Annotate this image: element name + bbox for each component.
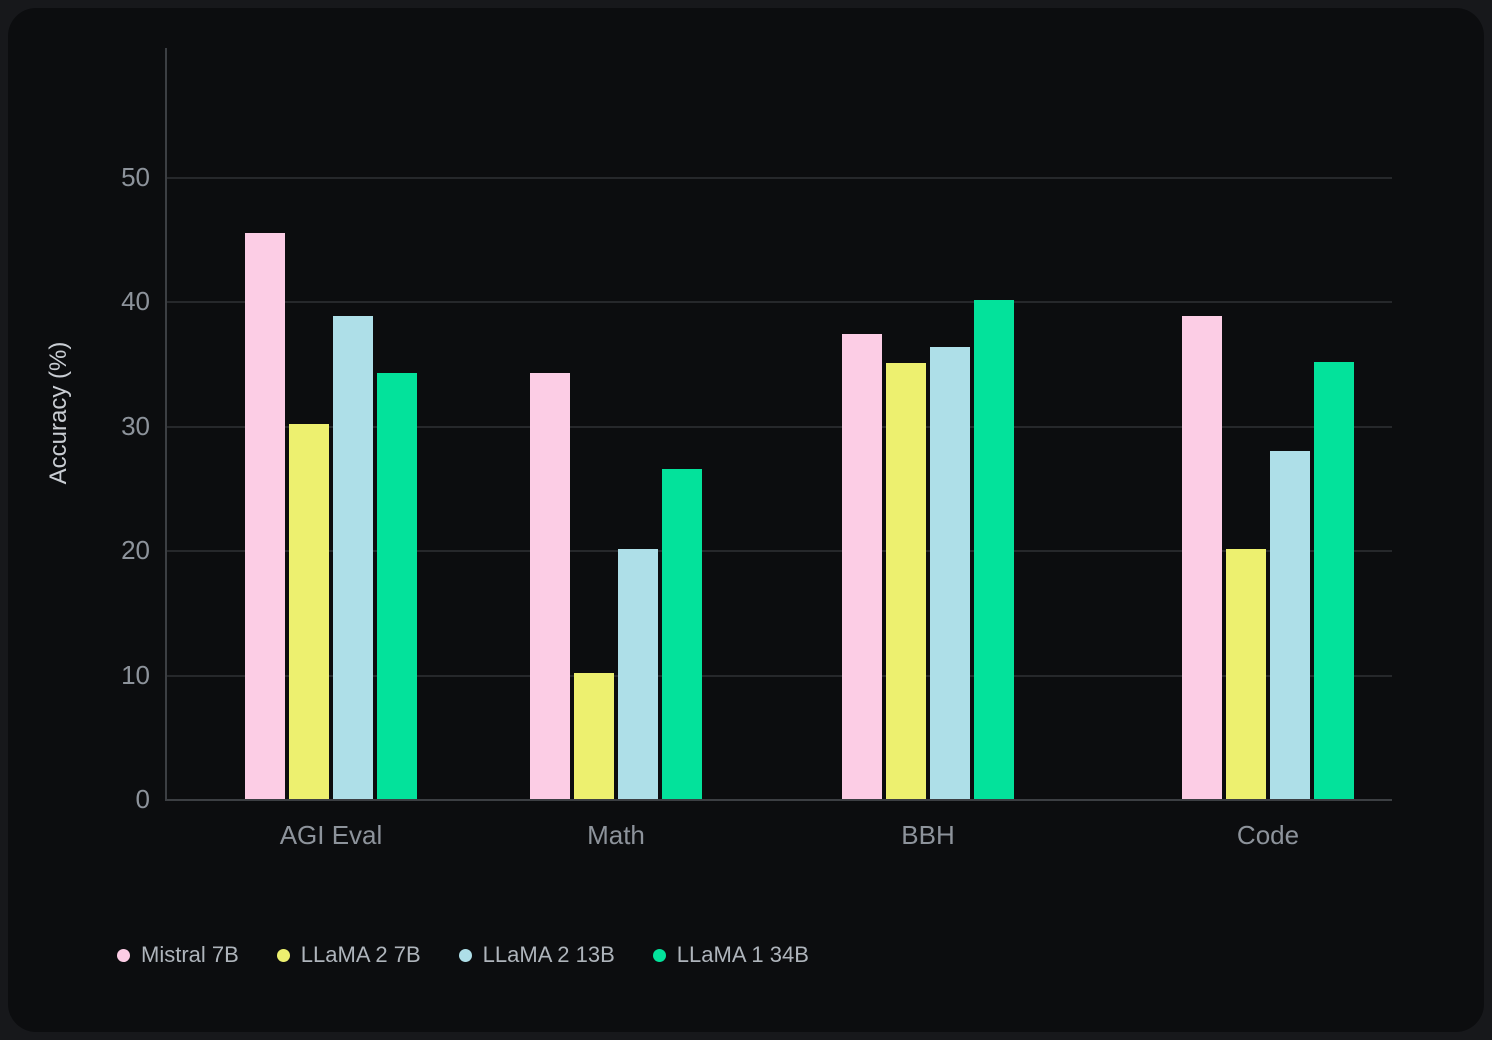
x-category-label-code: Code bbox=[1236, 820, 1300, 850]
legend-item-mistral-7b[interactable]: Mistral 7B bbox=[117, 942, 239, 968]
y-tick-label-10: 10 bbox=[121, 659, 150, 690]
bar-group-code bbox=[1182, 48, 1354, 799]
y-axis-line bbox=[165, 48, 167, 801]
bar-llama-1-34b-code[interactable] bbox=[1314, 362, 1354, 799]
bar-mistral-7b-bbh[interactable] bbox=[842, 333, 882, 799]
legend-dot-icon bbox=[652, 948, 666, 962]
y-tick-label-40: 40 bbox=[121, 286, 150, 317]
legend-dot-icon bbox=[117, 948, 130, 962]
legend-item-label: Mistral 7B bbox=[141, 942, 239, 967]
x-category-label-math: Math bbox=[587, 820, 645, 850]
legend-dot-icon bbox=[458, 948, 472, 962]
legend: Mistral 7B LLaMA 2 7B LLaMA 2 13B LLaMA 1 3… bbox=[117, 941, 809, 969]
bar-group-bbh bbox=[842, 48, 1014, 799]
x-axis-line bbox=[165, 799, 1392, 801]
bar-mistral-7b-agi-eval[interactable] bbox=[245, 232, 285, 799]
x-category-label-agi-eval: AGI Eval bbox=[279, 820, 383, 850]
gridline-50 bbox=[167, 176, 1392, 179]
legend-item-llama-2-13b[interactable]: LLaMA 2 13B bbox=[458, 942, 615, 968]
legend-item-label: LLaMA 1 34B bbox=[676, 942, 809, 967]
legend-item-label: LLaMA 2 13B bbox=[482, 942, 615, 967]
bar-llama-1-34b-bbh[interactable] bbox=[974, 299, 1014, 799]
x-category-label-bbh: BBH bbox=[901, 820, 955, 850]
bar-mistral-7b-code[interactable] bbox=[1182, 316, 1222, 799]
bar-llama-2-7b-math[interactable] bbox=[574, 673, 614, 799]
y-tick-label-30: 30 bbox=[121, 410, 150, 441]
plot-area bbox=[167, 48, 1392, 799]
y-tick-label-20: 20 bbox=[121, 535, 150, 566]
gridline-10 bbox=[167, 674, 1392, 677]
chart-card: Accuracy (%) 0 10 20 30 40 50 AGI Eval Math BBH… bbox=[8, 8, 1484, 1032]
bar-llama-2-13b-agi-eval[interactable] bbox=[333, 316, 373, 799]
legend-item-llama-1-34b[interactable]: LLaMA 1 34B bbox=[652, 942, 809, 968]
bar-llama-2-13b-math[interactable] bbox=[618, 548, 658, 799]
gridline-20 bbox=[167, 550, 1392, 553]
bar-llama-1-34b-agi-eval[interactable] bbox=[377, 373, 417, 799]
bar-mistral-7b-math[interactable] bbox=[530, 373, 570, 799]
bar-group-agi-eval bbox=[245, 48, 417, 799]
bar-llama-1-34b-math[interactable] bbox=[662, 469, 702, 799]
legend-item-llama-2-7b[interactable]: LLaMA 2 7B bbox=[276, 942, 421, 968]
bar-llama-2-7b-bbh[interactable] bbox=[886, 363, 926, 799]
bar-llama-2-13b-bbh[interactable] bbox=[930, 347, 970, 799]
legend-item-label: LLaMA 2 7B bbox=[300, 942, 421, 967]
gridline-30 bbox=[167, 425, 1392, 428]
bar-group-math bbox=[530, 48, 702, 799]
bar-llama-2-7b-code[interactable] bbox=[1226, 548, 1266, 799]
bar-llama-2-13b-code[interactable] bbox=[1270, 450, 1310, 799]
y-tick-label-50: 50 bbox=[121, 161, 150, 192]
y-tick-label-0: 0 bbox=[135, 784, 150, 814]
bar-llama-2-7b-agi-eval[interactable] bbox=[289, 424, 329, 799]
gridline-40 bbox=[167, 301, 1392, 304]
legend-dot-icon bbox=[276, 948, 290, 962]
